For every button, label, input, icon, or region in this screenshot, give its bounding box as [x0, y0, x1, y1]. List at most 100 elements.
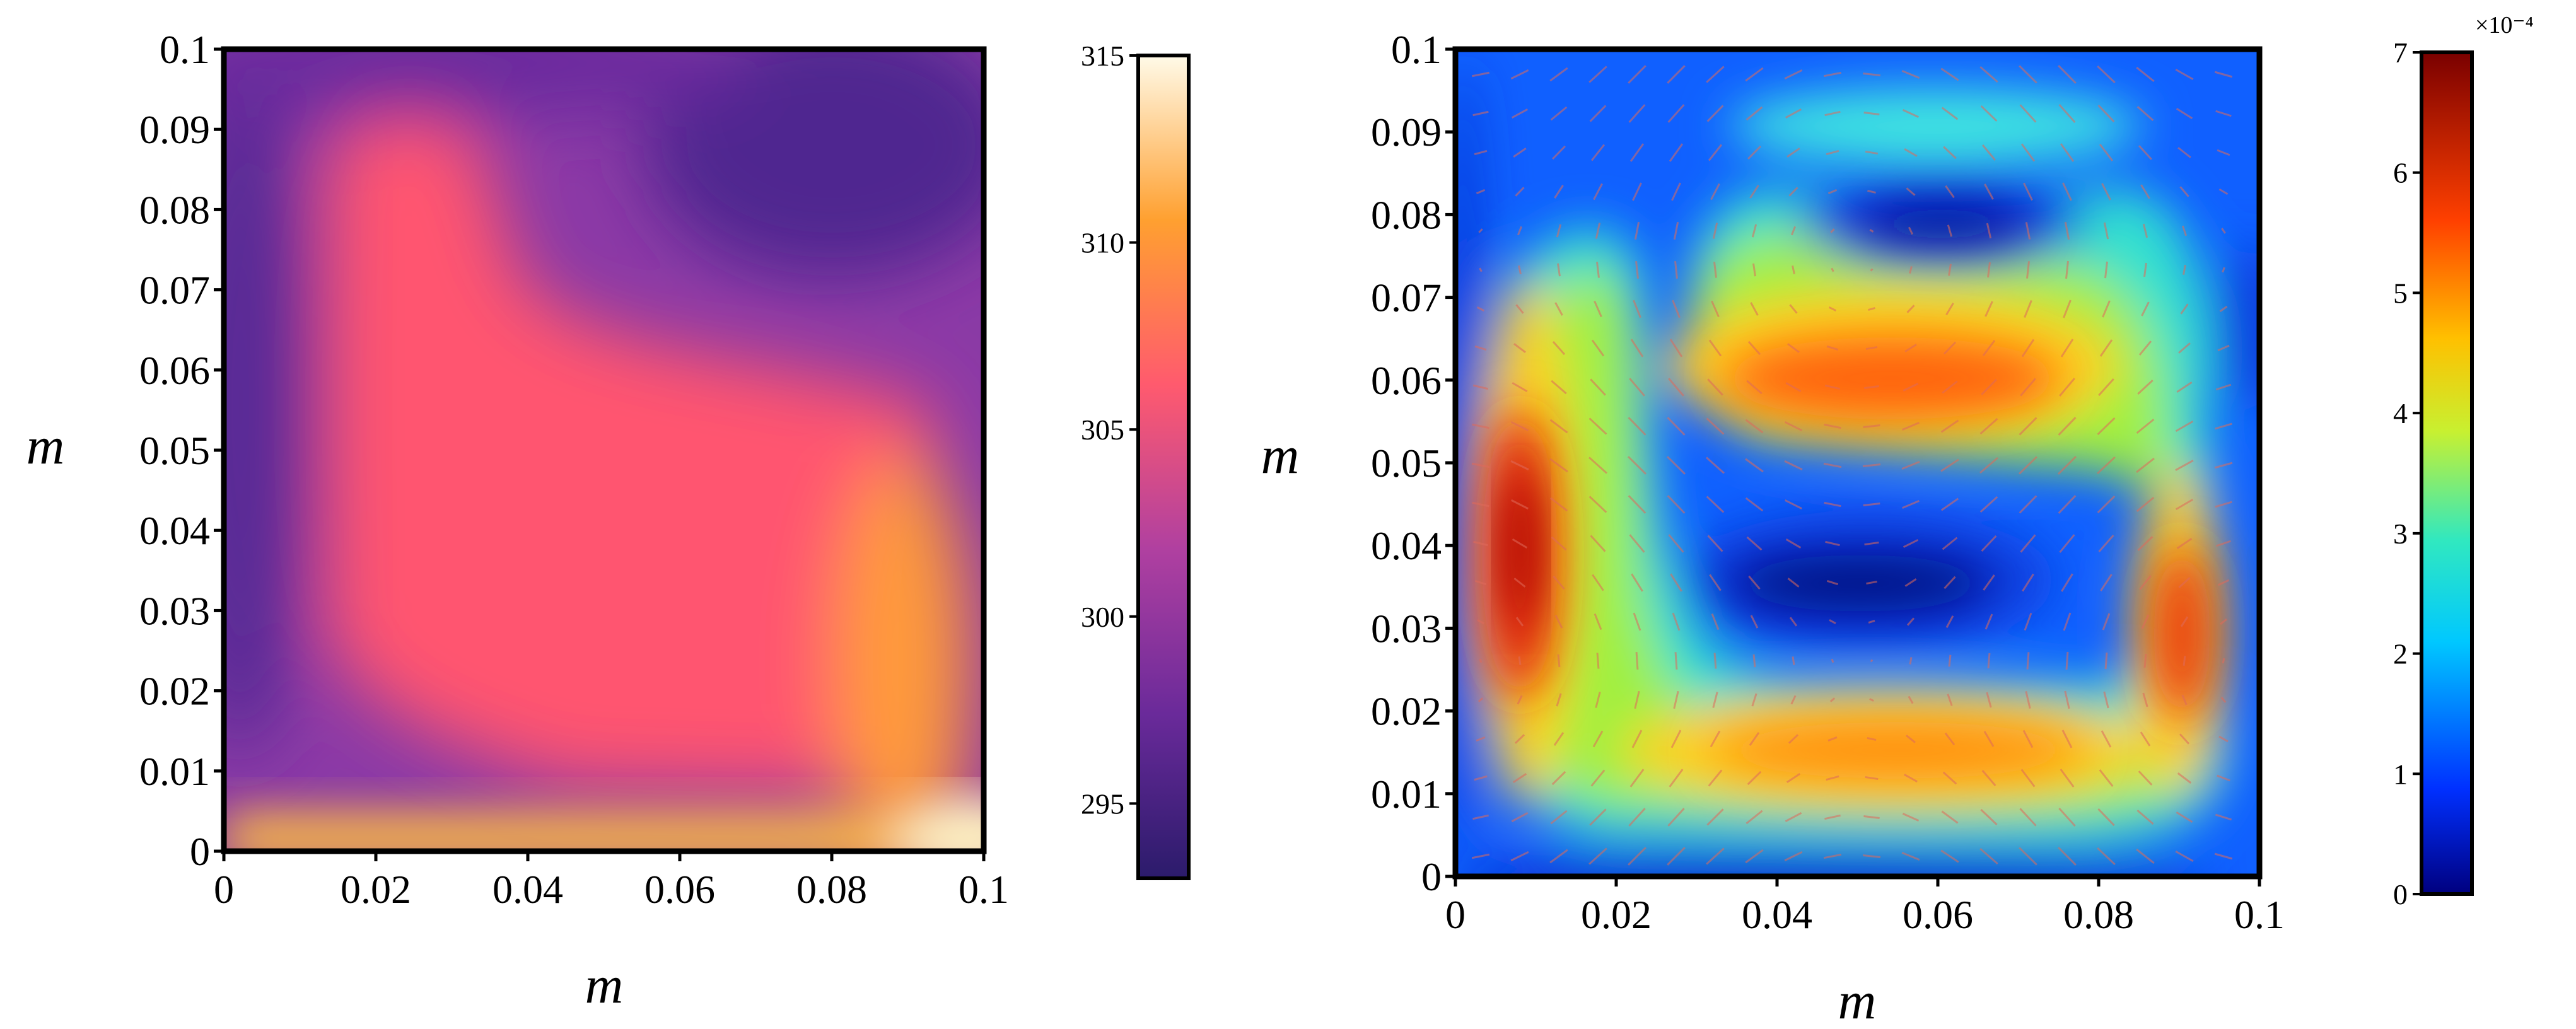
- left-heatmap: [224, 49, 984, 851]
- left-x-tick-label: 0.02: [341, 867, 411, 912]
- vector-arrow: [1865, 150, 1879, 155]
- vector-arrow: [2026, 652, 2030, 670]
- vector-arrow: [2058, 494, 2077, 514]
- vector-arrow: [2221, 228, 2226, 234]
- vector-arrow: [2065, 651, 2069, 670]
- vector-arrow: [1979, 417, 1998, 435]
- vector-arrow: [1788, 187, 1798, 197]
- vector-arrow: [1827, 189, 1838, 195]
- vector-arrow: [2061, 573, 2073, 592]
- vector-arrow: [1706, 456, 1725, 474]
- vector-arrow: [2141, 614, 2150, 629]
- right-colorbar-ticks: 0 1 2 3 4 5 6 7: [2393, 37, 2422, 910]
- vector-arrow: [1512, 538, 1528, 549]
- vector-arrow: [1551, 536, 1567, 551]
- vector-arrow: [2099, 769, 2114, 787]
- vector-arrow: [1589, 105, 1607, 122]
- vector-arrow: [2024, 612, 2032, 631]
- vector-arrow: [1986, 223, 1992, 239]
- vector-arrow: [1863, 502, 1880, 507]
- vector-arrow: [1751, 224, 1757, 238]
- right-x-tick-label: 0.08: [2063, 892, 2134, 937]
- vector-arrow: [1980, 808, 1998, 826]
- vector-arrow: [2214, 852, 2233, 860]
- vector-arrow: [1942, 537, 1958, 550]
- vector-arrow: [1745, 497, 1764, 512]
- vector-arrow: [1589, 808, 1607, 826]
- vector-arrow: [1826, 775, 1839, 781]
- vector-arrow: [2020, 143, 2036, 162]
- vector-arrow: [1706, 417, 1725, 435]
- vector-arrow: [1746, 536, 1763, 551]
- vector-arrow: [1868, 620, 1875, 624]
- right-y-axis: 0 0.01 0.02 0.03 0.04 0.05 0.06 0.07 0.08 0.09 0.1: [1371, 27, 1455, 899]
- vector-arrow: [2101, 730, 2112, 748]
- vector-arrow: [1870, 659, 1874, 663]
- vector-arrow: [1746, 380, 1763, 395]
- vector-arrow: [1947, 694, 1953, 706]
- vector-arrow: [1635, 652, 1639, 670]
- vector-arrow: [1903, 538, 1919, 549]
- right-x-tick-label: 0.02: [1581, 892, 1652, 937]
- vector-arrow: [1942, 771, 1957, 785]
- vector-arrow: [2064, 690, 2070, 709]
- vector-arrow: [1940, 419, 1959, 433]
- vector-arrow: [2219, 305, 2228, 313]
- vector-arrow: [2177, 147, 2191, 158]
- vector-arrow: [1629, 143, 1645, 162]
- vector-arrow: [1628, 65, 1646, 84]
- right-y-tick-label: 0.03: [1371, 606, 1442, 651]
- vector-arrow: [1628, 495, 1646, 514]
- vector-arrow: [1670, 573, 1682, 592]
- vector-arrow: [1628, 417, 1646, 436]
- vector-arrow: [1588, 496, 1607, 513]
- vector-arrow: [1474, 579, 1487, 586]
- vector-arrow: [1948, 654, 1952, 667]
- vector-arrow: [1590, 378, 1606, 396]
- vector-arrow: [1866, 580, 1877, 585]
- vector-arrow: [1553, 732, 1565, 746]
- right-x-axis: 0 0.02 0.04 0.06 0.08 0.1: [1445, 876, 2285, 937]
- vector-arrow: [2059, 378, 2075, 397]
- vector-arrow: [1745, 419, 1764, 434]
- vector-arrow: [1672, 299, 1681, 318]
- right-y-tick-label: 0.06: [1371, 358, 1442, 403]
- vector-arrow: [1981, 770, 1996, 786]
- right-x-axis-label: m: [1838, 972, 1877, 1029]
- vector-arrow: [1908, 695, 1914, 704]
- left-x-axis-label: m: [585, 956, 624, 1014]
- vector-arrow: [1476, 306, 1485, 312]
- vector-arrow: [2096, 456, 2116, 475]
- vector-arrow: [1549, 497, 1568, 512]
- vector-arrow: [1632, 182, 1642, 201]
- vector-arrow: [1945, 302, 1954, 316]
- vector-arrow: [1629, 378, 1645, 397]
- vector-arrow: [2222, 658, 2225, 664]
- vector-arrow: [2138, 145, 2153, 160]
- vector-arrow: [1510, 851, 1529, 862]
- vector-arrow: [1906, 735, 1916, 743]
- vector-arrow: [2137, 536, 2153, 551]
- vector-arrow: [2058, 846, 2077, 866]
- vector-arrow: [1826, 579, 1839, 586]
- left-cool-left: [224, 50, 315, 757]
- vector-arrow: [1863, 815, 1880, 820]
- right-y-tick-label: 0.05: [1371, 441, 1442, 485]
- vector-arrow: [2025, 222, 2031, 240]
- vector-arrow: [2218, 735, 2229, 743]
- vector-arrow: [2097, 495, 2116, 514]
- vector-arrow: [2098, 378, 2114, 397]
- vector-arrow: [1787, 343, 1800, 353]
- vector-arrow: [2022, 573, 2034, 592]
- vector-arrow: [1790, 695, 1797, 705]
- vector-arrow: [1979, 496, 1998, 513]
- vector-arrow: [1631, 573, 1643, 592]
- vector-arrow: [1556, 224, 1562, 238]
- vector-arrow: [2103, 691, 2109, 709]
- vector-arrow: [1784, 421, 1803, 432]
- vector-arrow: [1549, 67, 1568, 82]
- right-chart: 0 0.02 0.04 0.06 0.08 0.1 0 0.01 0.02 0.03 0.04 0.…: [1261, 12, 2534, 1029]
- vector-arrow: [1511, 499, 1529, 510]
- vector-arrow: [2181, 694, 2188, 706]
- vector-arrow: [1713, 262, 1717, 278]
